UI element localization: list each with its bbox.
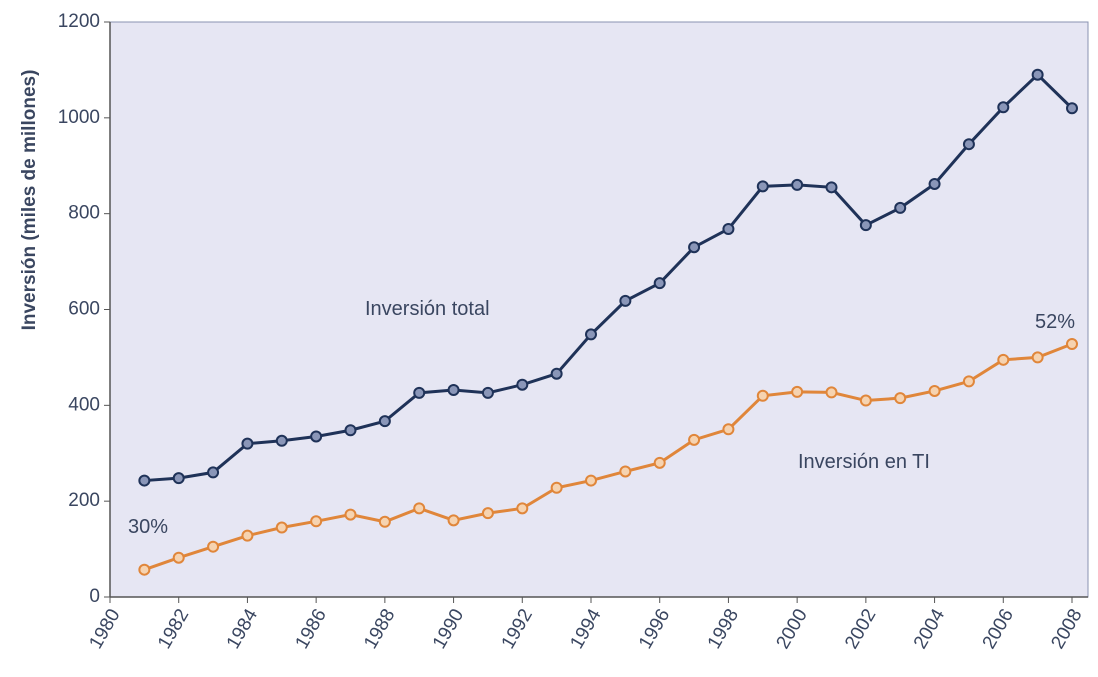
point [344,508,357,521]
point [791,178,804,191]
x-tick-label: 2006 [979,606,1018,653]
point [207,466,220,479]
point [756,389,769,402]
y-tick-label: 0 [89,586,100,607]
x-tick-label: 1986 [291,606,330,653]
point [997,353,1010,366]
point [585,328,597,341]
x-tick-label: 1980 [85,606,124,653]
point [550,367,563,380]
plot-area [109,21,1089,598]
point [688,433,701,446]
point [859,394,872,407]
point [310,515,323,528]
x-tick-label: 1992 [498,606,537,653]
point [207,540,220,553]
y-tick-label: 400 [68,394,100,415]
point [447,384,460,396]
point [756,180,769,193]
line [143,342,1073,572]
annotation: Inversión en TI [798,451,930,473]
point [241,529,254,542]
point [516,378,529,391]
point [378,515,391,528]
point [585,474,597,487]
point [275,434,288,447]
y-tick-label: 800 [68,203,100,224]
point [619,294,632,307]
point [722,223,735,235]
point [894,201,907,214]
point [1031,351,1044,364]
point [962,375,975,388]
point [344,424,357,437]
y-tick-label: 200 [68,490,100,511]
point [722,423,735,436]
point [172,551,185,564]
point [138,563,151,576]
line [144,72,1074,483]
point [1031,68,1044,81]
point [241,437,254,450]
point [997,101,1010,114]
point [481,386,494,399]
point [928,177,941,190]
x-tick-label: 1990 [429,606,468,653]
point [791,385,804,398]
point [413,502,426,515]
x-tick-label: 2000 [772,606,811,653]
point [825,181,838,194]
x-tick-label: 1982 [154,606,193,653]
annotation: 52% [1035,311,1075,333]
point [653,456,666,469]
y-tick-label: 1200 [58,11,100,32]
x-tick-label: 1988 [360,606,399,653]
point [825,386,838,399]
point [1066,102,1078,115]
point [962,138,975,151]
x-tick-label: 2004 [910,605,950,652]
point [378,415,391,428]
x-tick-label: 1994 [566,605,606,652]
point [619,465,632,478]
point [928,384,941,397]
point [481,507,494,520]
point [516,502,529,515]
x-tick-label: 1998 [704,606,743,653]
point [138,474,151,487]
annotation: Inversión total [365,298,490,320]
x-tick-label: 2002 [841,606,880,653]
point [413,386,426,399]
point [275,521,288,534]
annotation: 30% [128,516,168,538]
point [859,219,872,232]
point [310,430,323,443]
x-tick-label: 1996 [635,606,674,653]
point [1066,338,1078,350]
point [550,481,563,494]
y-tick-label: 600 [68,299,100,320]
x-tick-label: 2008 [1047,606,1086,653]
y-axis-label: Inversión (miles de millones) [19,70,40,331]
point [653,277,666,290]
x-tick-label: 1984 [223,605,263,652]
point [447,514,460,527]
point [688,241,701,254]
point [172,472,185,485]
point [894,392,907,405]
y-tick-label: 1000 [58,107,100,128]
